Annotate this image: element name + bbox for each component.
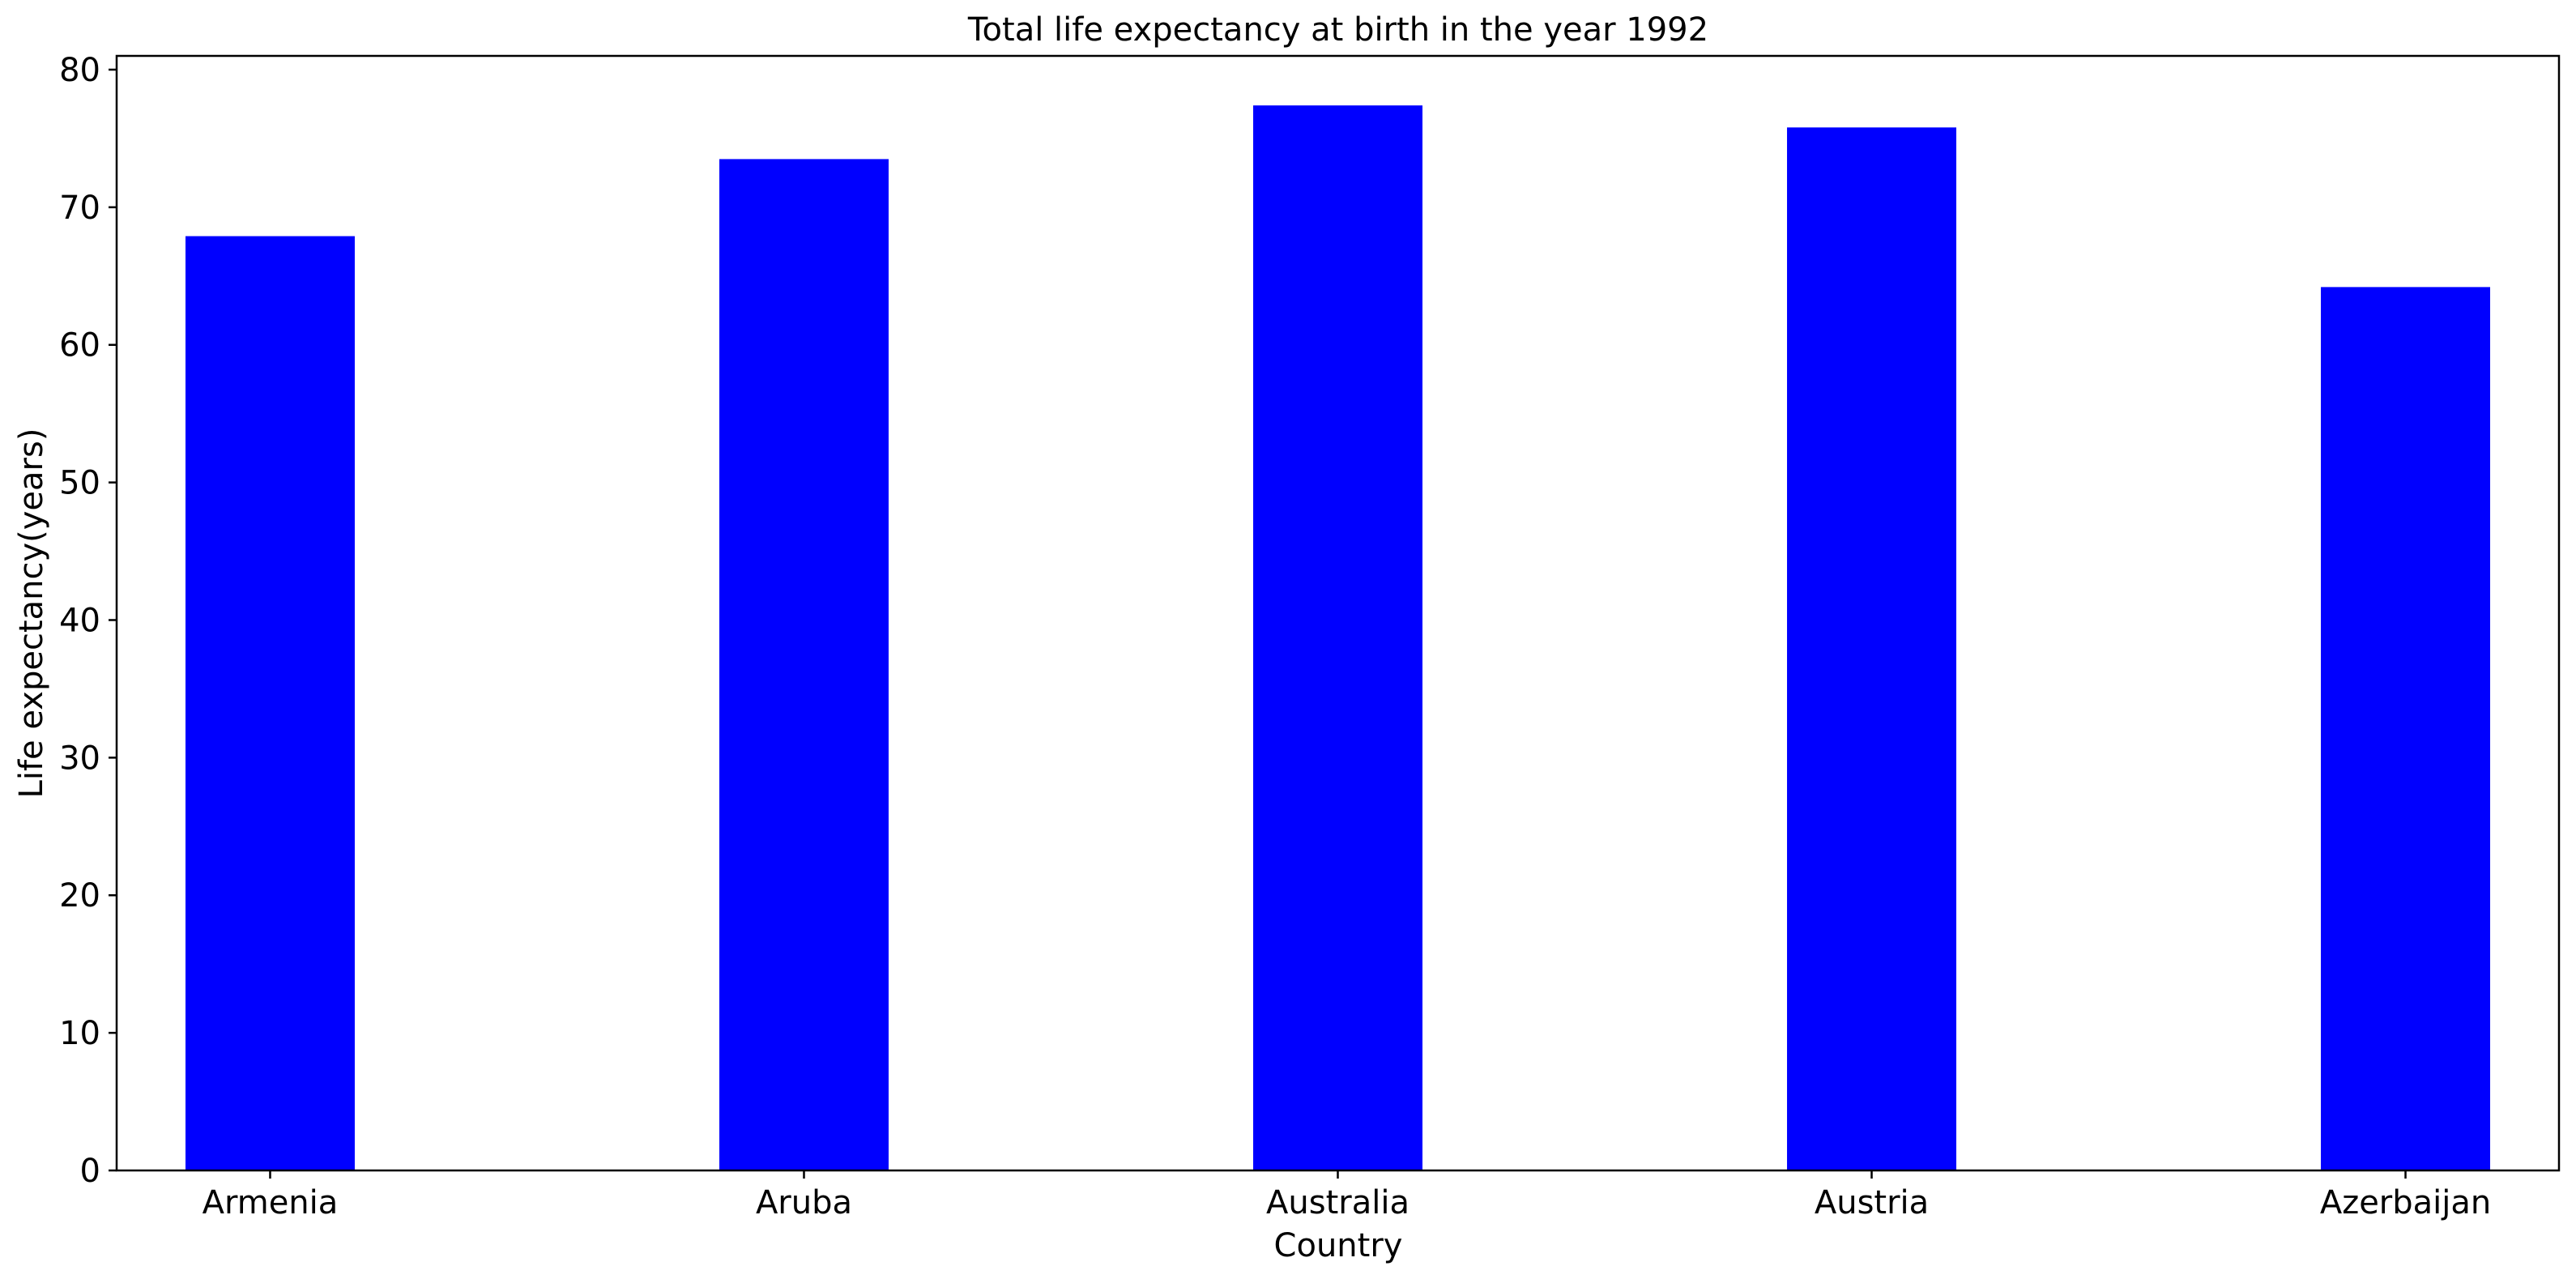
x-tick-label: Austria xyxy=(1815,1184,1929,1221)
y-tick-label: 40 xyxy=(59,602,100,639)
y-tick-label: 80 xyxy=(59,52,100,89)
bar-aruba xyxy=(719,159,889,1170)
bar-azerbaijan xyxy=(2321,287,2491,1170)
y-tick-label: 20 xyxy=(59,877,100,914)
chart-title: Total life expectancy at birth in the ye… xyxy=(967,11,1708,49)
y-tick-label: 30 xyxy=(59,740,100,777)
y-axis-ticks: 0 10 20 30 40 50 60 70 80 xyxy=(59,52,117,1190)
x-tick-label: Australia xyxy=(1266,1184,1410,1221)
y-tick-label: 10 xyxy=(59,1015,100,1052)
bar-austria xyxy=(1787,127,1956,1170)
y-tick-label: 50 xyxy=(59,465,100,502)
y-axis-label: Life expectancy(years) xyxy=(13,428,50,799)
y-tick-label: 60 xyxy=(59,327,100,365)
x-axis-ticks: Armenia Aruba Australia Austria Azerbaijan xyxy=(203,1170,2491,1221)
plot-frame xyxy=(115,54,2561,1172)
y-tick-label: 70 xyxy=(59,190,100,227)
x-axis-label: Country xyxy=(1274,1227,1403,1264)
x-tick-label: Armenia xyxy=(203,1184,339,1221)
x-tick-label: Aruba xyxy=(756,1184,852,1221)
y-tick-label: 0 xyxy=(80,1153,100,1190)
bar-armenia xyxy=(185,236,355,1170)
x-tick-label: Azerbaijan xyxy=(2320,1184,2491,1221)
bars-layer xyxy=(185,105,2491,1171)
bar-australia xyxy=(1253,105,1422,1171)
